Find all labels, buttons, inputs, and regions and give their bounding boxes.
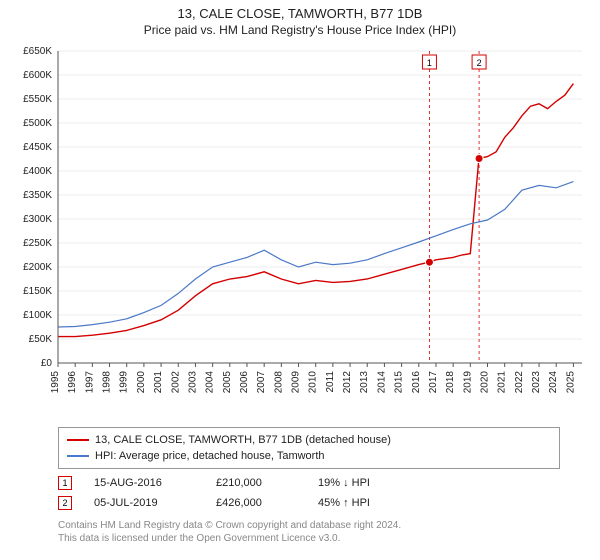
- svg-text:1997: 1997: [84, 371, 95, 394]
- svg-text:£200K: £200K: [23, 262, 52, 273]
- event-row: 2 05-JUL-2019 £426,000 45% ↑ HPI: [58, 493, 560, 513]
- svg-text:£300K: £300K: [23, 214, 52, 225]
- svg-text:2001: 2001: [153, 371, 164, 394]
- event-price: £210,000: [216, 473, 296, 493]
- page-subtitle: Price paid vs. HM Land Registry's House …: [0, 21, 600, 41]
- svg-text:£100K: £100K: [23, 310, 52, 321]
- footer-line: This data is licensed under the Open Gov…: [58, 532, 560, 545]
- svg-text:£550K: £550K: [23, 94, 52, 105]
- svg-text:2018: 2018: [445, 371, 456, 394]
- svg-text:2000: 2000: [136, 371, 147, 394]
- svg-text:2011: 2011: [325, 371, 336, 393]
- svg-text:2006: 2006: [239, 371, 250, 394]
- svg-text:2014: 2014: [376, 371, 387, 394]
- legend-item: 13, CALE CLOSE, TAMWORTH, B77 1DB (detac…: [67, 432, 551, 448]
- svg-text:2019: 2019: [462, 371, 473, 394]
- svg-text:2: 2: [477, 58, 482, 68]
- footer: Contains HM Land Registry data © Crown c…: [58, 519, 560, 545]
- event-delta: 45% ↑ HPI: [318, 493, 370, 513]
- svg-text:2024: 2024: [548, 371, 559, 394]
- svg-text:£650K: £650K: [23, 46, 52, 57]
- svg-text:2015: 2015: [394, 371, 405, 394]
- event-price: £426,000: [216, 493, 296, 513]
- svg-text:2023: 2023: [531, 371, 542, 394]
- svg-text:1999: 1999: [119, 371, 130, 394]
- svg-text:2004: 2004: [205, 371, 216, 394]
- svg-text:2005: 2005: [222, 371, 233, 394]
- events-table: 1 15-AUG-2016 £210,000 19% ↓ HPI 2 05-JU…: [58, 473, 560, 513]
- price-chart: £0 £50K £100K £150K £200K £250K £300K £350K £400…: [0, 41, 600, 421]
- legend-swatch: [67, 439, 89, 441]
- legend-swatch: [67, 455, 89, 457]
- page-title: 13, CALE CLOSE, TAMWORTH, B77 1DB: [0, 0, 600, 21]
- event-date: 15-AUG-2016: [94, 473, 194, 493]
- legend-label: 13, CALE CLOSE, TAMWORTH, B77 1DB (detac…: [95, 432, 391, 448]
- event-row: 1 15-AUG-2016 £210,000 19% ↓ HPI: [58, 473, 560, 493]
- svg-text:£450K: £450K: [23, 142, 52, 153]
- event-marker: 1: [58, 476, 72, 490]
- legend-label: HPI: Average price, detached house, Tamw…: [95, 448, 325, 464]
- legend-item: HPI: Average price, detached house, Tamw…: [67, 448, 551, 464]
- svg-text:2008: 2008: [273, 371, 284, 394]
- svg-text:£50K: £50K: [29, 334, 53, 345]
- svg-text:£0: £0: [41, 358, 53, 369]
- svg-text:£500K: £500K: [23, 118, 52, 129]
- svg-text:2020: 2020: [480, 371, 491, 394]
- event-delta: 19% ↓ HPI: [318, 473, 370, 493]
- event-date: 05-JUL-2019: [94, 493, 194, 513]
- svg-text:2021: 2021: [497, 371, 508, 394]
- svg-text:1998: 1998: [102, 371, 113, 394]
- svg-text:2025: 2025: [565, 371, 576, 394]
- svg-text:2009: 2009: [291, 371, 302, 394]
- svg-text:2002: 2002: [170, 371, 181, 394]
- svg-text:£600K: £600K: [23, 70, 52, 81]
- svg-text:£400K: £400K: [23, 166, 52, 177]
- svg-text:£350K: £350K: [23, 190, 52, 201]
- event-marker: 2: [58, 496, 72, 510]
- svg-text:2017: 2017: [428, 371, 439, 394]
- svg-text:1995: 1995: [50, 371, 61, 394]
- svg-text:2013: 2013: [359, 371, 370, 394]
- svg-text:2010: 2010: [308, 371, 319, 394]
- svg-text:2016: 2016: [411, 371, 422, 394]
- svg-text:1: 1: [427, 58, 432, 68]
- svg-text:2007: 2007: [256, 371, 267, 394]
- svg-text:2003: 2003: [187, 371, 198, 394]
- svg-text:£250K: £250K: [23, 238, 52, 249]
- legend: 13, CALE CLOSE, TAMWORTH, B77 1DB (detac…: [58, 427, 560, 469]
- svg-text:2012: 2012: [342, 371, 353, 394]
- svg-text:£150K: £150K: [23, 286, 52, 297]
- chart-area: £0 £50K £100K £150K £200K £250K £300K £350K £400…: [0, 41, 600, 421]
- footer-line: Contains HM Land Registry data © Crown c…: [58, 519, 560, 532]
- svg-text:1996: 1996: [67, 371, 78, 394]
- svg-text:2022: 2022: [514, 371, 525, 394]
